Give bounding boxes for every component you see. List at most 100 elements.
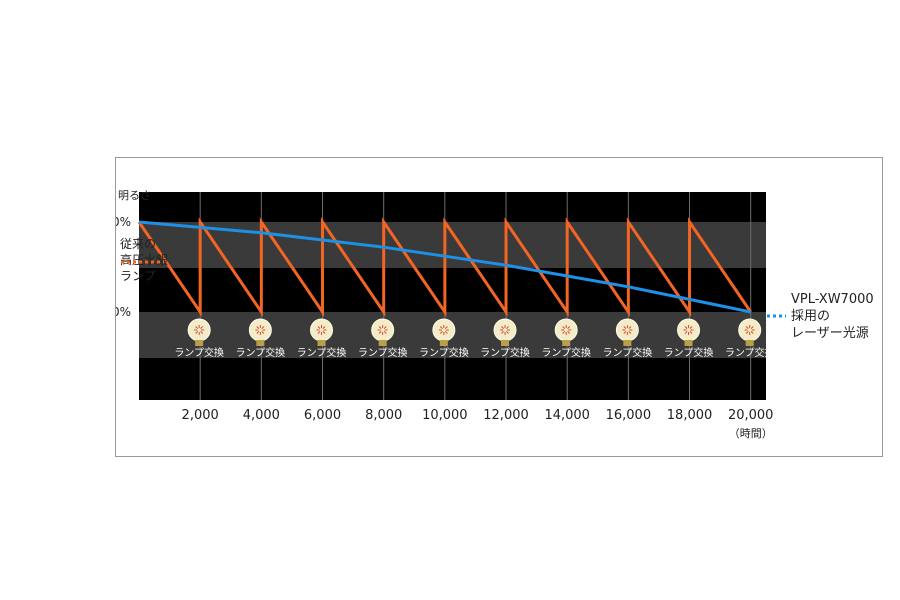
filament-ray (506, 326, 509, 329)
bulb-base (195, 340, 204, 346)
filament-ray (684, 331, 688, 334)
series-line-mercury-lamp (137, 217, 752, 317)
filament-ray (383, 331, 387, 334)
light-bulb-icon (493, 318, 517, 346)
x-tick-label: 10,000 (422, 408, 468, 423)
light-bulb-icon (371, 318, 395, 346)
bulb-glass (187, 318, 211, 342)
light-bulb-icon (554, 318, 578, 346)
brightness-chart: ランプ交換 ランプ交換 ランプ交換 ランプ交換 ランプ交換 ランプ交換 ランプ交換 ランプ交換… (116, 189, 874, 440)
lamp-replacement-label: ランプ交換 (174, 346, 224, 359)
filament-ray (745, 326, 749, 329)
filament-ray (195, 326, 199, 329)
x-tick-label: 6,000 (304, 408, 341, 423)
bulb-base (317, 340, 326, 346)
filament-ray (567, 326, 571, 329)
bulb-base (501, 340, 510, 346)
x-tick-label: 2,000 (182, 408, 219, 423)
filament-ray (684, 326, 688, 329)
series-line-laser (138, 220, 752, 314)
bulb-base (439, 340, 448, 346)
filament-ray (439, 326, 443, 329)
filament-ray (562, 326, 566, 329)
x-tick-label: 12,000 (483, 408, 529, 423)
filament-ray (383, 326, 387, 329)
lamp-replacement-label: ランプ交換 (480, 346, 530, 359)
bulb-glass (248, 318, 272, 342)
lamp-replacement-label: ランプ交換 (664, 346, 714, 359)
filament-ray (317, 331, 321, 334)
light-bulb-icon (677, 318, 701, 346)
filament-ray (750, 326, 754, 329)
filament-ray (623, 326, 627, 329)
filament-ray (689, 331, 693, 334)
x-tick-label: 14,000 (544, 408, 590, 423)
filament-ray (261, 331, 265, 334)
bulb-base (745, 340, 754, 346)
lamp-replacement-label: ランプ交換 (541, 346, 591, 359)
filament-ray (200, 331, 204, 334)
filament-ray (256, 331, 260, 334)
light-bulb-icon (310, 318, 334, 346)
legend-laser-label: レーザー光源 (791, 326, 869, 341)
filament-ray (256, 326, 260, 329)
filament-ray (322, 326, 326, 329)
filament-ray (750, 331, 754, 334)
filament-ray (195, 331, 199, 334)
x-unit-label: （時間） (729, 427, 773, 440)
filament-ray (322, 331, 326, 334)
light-bulb-icon (432, 318, 456, 346)
lamp-replacement-label: ランプ交換 (419, 346, 469, 359)
lamp-replacement-label: ランプ交換 (725, 346, 775, 359)
lamp-replacement-label: ランプ交換 (235, 346, 285, 359)
bulb-base (378, 340, 387, 346)
bulb-base (256, 340, 265, 346)
y-tick-label: 50% (116, 305, 131, 319)
bulb-glass (493, 318, 517, 342)
light-bulb-icon (187, 318, 211, 346)
filament-ray (628, 326, 632, 329)
filament-ray (628, 331, 632, 334)
bulb-glass (677, 318, 701, 342)
legend-laser-label: VPL-XW7000 (791, 292, 874, 307)
light-bulb-icon (738, 318, 762, 346)
bulb-glass (371, 318, 395, 342)
legend-mercury-lamp-label: ランプ (120, 269, 156, 283)
bulb-base (562, 340, 571, 346)
x-tick-label: 4,000 (243, 408, 280, 423)
bulb-glass (310, 318, 334, 342)
y-axis-title: 明るさ (118, 189, 151, 202)
filament-ray (200, 326, 204, 329)
x-tick-label: 16,000 (606, 408, 652, 423)
filament-ray (506, 331, 509, 334)
lamp-replacement-label: ランプ交換 (358, 346, 408, 359)
bulb-glass (738, 318, 762, 342)
lamp-replacement-label: ランプ交換 (603, 346, 653, 359)
legend-laser-label: 採用の (791, 309, 830, 324)
filament-ray (261, 326, 265, 329)
filament-ray (745, 331, 749, 334)
filament-ray (444, 326, 448, 329)
chart-frame: ランプ交換 ランプ交換 ランプ交換 ランプ交換 ランプ交換 ランプ交換 ランプ交換 ランプ交換… (115, 157, 883, 457)
legend-mercury-lamp-label: 従来の (120, 237, 156, 251)
filament-ray (562, 331, 566, 334)
filament-ray (439, 331, 443, 334)
bulb-base (684, 340, 693, 346)
bulb-glass (432, 318, 456, 342)
x-tick-label: 20,000 (728, 408, 774, 423)
bulb-base (623, 340, 632, 346)
filament-ray (501, 331, 504, 334)
y-tick-label: 100% (116, 215, 131, 229)
filament-ray (501, 326, 504, 329)
x-tick-label: 8,000 (365, 408, 402, 423)
bulb-glass (615, 318, 639, 342)
filament-ray (317, 326, 321, 329)
legend-mercury-lamp-label: 高圧水銀 (120, 252, 168, 267)
filament-ray (444, 331, 448, 334)
filament-ray (623, 331, 627, 334)
bulb-glass (554, 318, 578, 342)
lamp-replacement-label: ランプ交換 (297, 346, 347, 359)
filament-ray (689, 326, 693, 329)
filament-ray (378, 326, 382, 329)
light-bulb-icon (248, 318, 272, 346)
